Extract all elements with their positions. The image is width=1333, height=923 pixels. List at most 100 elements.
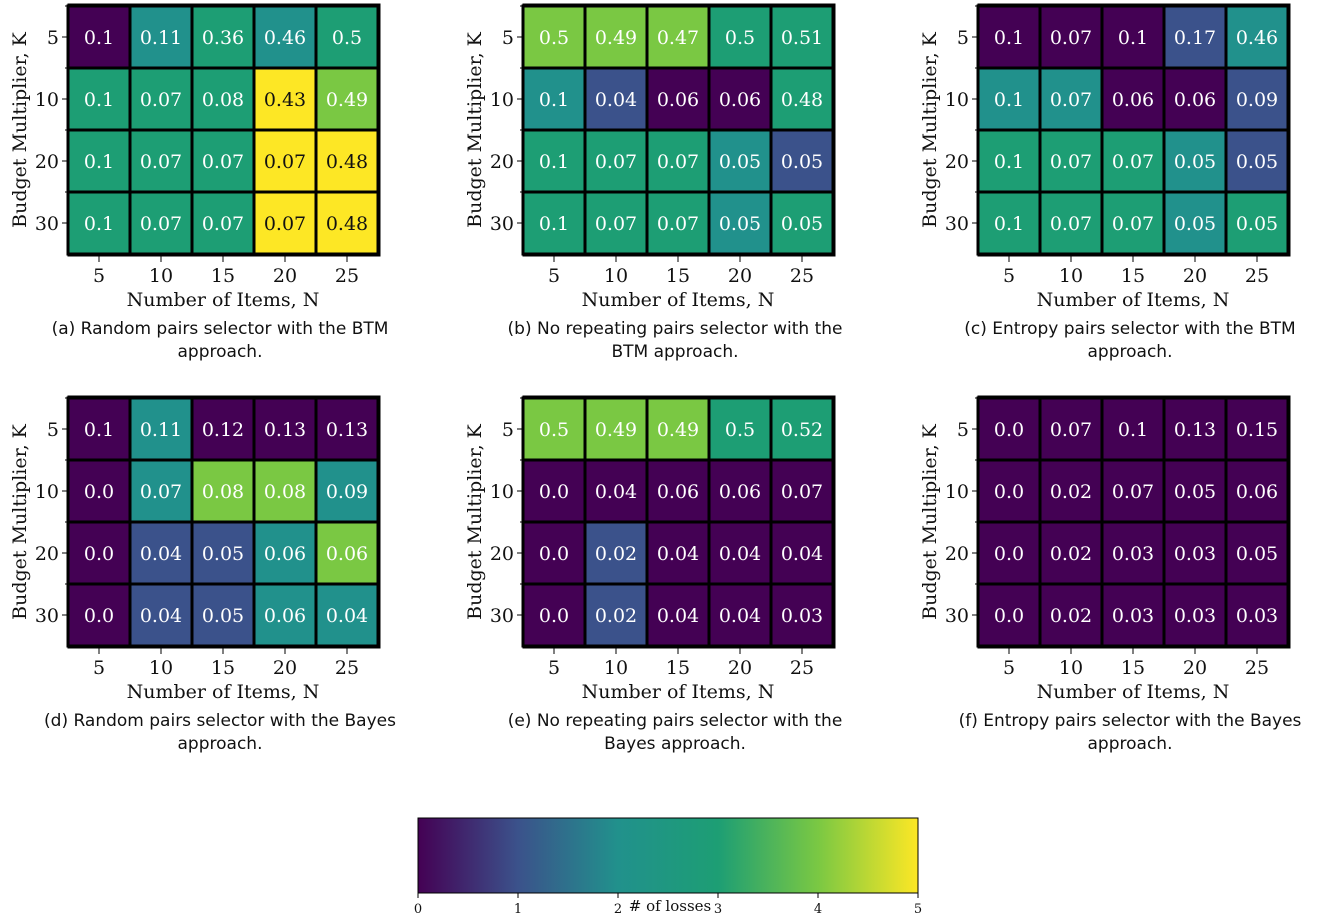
panel-caption: (a) Random pairs selector with the BTM ap… [0, 318, 440, 364]
cell-value-label: 0.05 [719, 213, 761, 235]
heatmap-cell [314, 520, 380, 586]
cell-value-label: 0.49 [326, 89, 368, 111]
caption-line: approach. [1087, 342, 1173, 362]
y-axis-label: Budget Multiplier, K [919, 31, 941, 228]
y-tick-label: 20 [35, 543, 59, 565]
heatmap-cell [1162, 458, 1228, 524]
y-tick-label: 10 [945, 481, 969, 503]
x-axis-label: Number of Items, N [127, 289, 320, 311]
heatmap-cell [314, 458, 380, 524]
panel-caption: (f) Entropy pairs selector with the Baye… [910, 710, 1333, 756]
cell-value-label: 0.03 [1174, 543, 1216, 565]
cell-value-label: 0.05 [1174, 151, 1216, 173]
heatmap-cell [769, 458, 835, 524]
colorbar-gradient [417, 817, 919, 894]
cell-value-label: 0.07 [595, 213, 637, 235]
x-tick-label: 10 [1059, 657, 1083, 679]
heatmap-panel-d: 0.1 0.11 0.12 0.13 0.13 0.0 0.07 0.08 0.08 0.09 0.… [0, 392, 440, 772]
cell-value-label: 0.07 [595, 151, 637, 173]
heatmap-cell [128, 128, 194, 194]
heatmap-cell [1224, 4, 1290, 70]
cell-value-label: 0.05 [1174, 213, 1216, 235]
y-tick-label: 5 [957, 419, 969, 441]
y-tick-label: 10 [945, 89, 969, 111]
cell-value-label: 0.11 [140, 27, 182, 49]
x-tick-label: 25 [790, 265, 814, 287]
colorbar: 0 1 2 3 4 5 # of losses [400, 810, 940, 918]
heatmap-cell [1100, 520, 1166, 586]
cell-value-label: 0.04 [140, 605, 182, 627]
cell-value-label: 0.0 [994, 543, 1024, 565]
y-tick-label: 20 [490, 543, 514, 565]
heatmap-svg: 0.5 0.49 0.49 0.5 0.52 0.0 0.04 0.06 0.06 0.07 0.0… [464, 395, 836, 703]
x-tick-label: 25 [1245, 265, 1269, 287]
heatmap-cell [1100, 396, 1166, 462]
x-tick-label: 15 [666, 657, 690, 679]
heatmap-svg: 0.1 0.07 0.1 0.17 0.46 0.1 0.07 0.06 0.06 0.09 0.1… [919, 3, 1291, 311]
y-tick-label: 30 [35, 213, 59, 235]
heatmap-cell [976, 190, 1042, 256]
colorbar-tick-label: 5 [914, 902, 922, 917]
y-axis-label: Budget Multiplier, K [9, 31, 31, 228]
y-tick-label: 20 [945, 151, 969, 173]
y-tick-label: 10 [490, 89, 514, 111]
cell-value-label: 0.48 [326, 151, 368, 173]
heatmap-cell [769, 582, 835, 648]
cell-value-label: 0.52 [781, 419, 823, 441]
x-tick-label: 10 [149, 657, 173, 679]
heatmap-cell [66, 190, 132, 256]
cell-value-label: 0.06 [719, 89, 761, 111]
cell-value-label: 0.02 [1050, 543, 1092, 565]
cell-value-label: 0.07 [1050, 419, 1092, 441]
cell-value-label: 0.04 [719, 605, 761, 627]
cell-value-label: 0.04 [781, 543, 823, 565]
heatmap-cell [252, 582, 318, 648]
cell-value-label: 0.1 [994, 213, 1024, 235]
heatmap-cell [66, 128, 132, 194]
cell-value-label: 0.03 [1236, 605, 1278, 627]
cell-value-label: 0.17 [1174, 27, 1216, 49]
caption-line: BTM approach. [611, 342, 739, 362]
panel-caption: (c) Entropy pairs selector with the BTM a… [910, 318, 1333, 364]
y-tick-label: 5 [502, 419, 514, 441]
colorbar-graphic: 0 1 2 3 4 5 [414, 817, 922, 917]
cell-value-label: 0.08 [264, 481, 306, 503]
cell-value-label: 0.5 [539, 27, 569, 49]
cell-value-label: 0.02 [1050, 481, 1092, 503]
x-tick-label: 15 [666, 265, 690, 287]
cell-value-label: 0.07 [1050, 213, 1092, 235]
cell-value-label: 0.03 [1112, 543, 1154, 565]
x-tick-label: 20 [273, 657, 297, 679]
x-tick-label: 15 [211, 657, 235, 679]
heatmap-svg: 0.0 0.07 0.1 0.13 0.150.0 0.02 0.07 0.05 0.060.0… [919, 395, 1291, 703]
cell-value-label: 0.07 [140, 213, 182, 235]
heatmap-cell [1038, 128, 1104, 194]
heatmap-cell [645, 396, 711, 462]
cell-value-label: 0.1 [84, 213, 114, 235]
heatmap-cell [769, 66, 835, 132]
cell-value-label: 0.1 [84, 89, 114, 111]
panel-caption: (e) No repeating pairs selector with the… [455, 710, 895, 756]
cell-value-label: 0.05 [1236, 213, 1278, 235]
caption-line: (e) No repeating pairs selector with the [507, 711, 843, 731]
y-tick-label: 30 [945, 213, 969, 235]
heatmap-cell [976, 396, 1042, 462]
caption-line: (d) Random pairs selector with the Bayes [44, 711, 396, 731]
cell-value-label: 0.5 [332, 27, 362, 49]
cell-value-label: 0.09 [326, 481, 368, 503]
x-tick-label: 15 [1121, 265, 1145, 287]
cell-value-label: 0.03 [1174, 605, 1216, 627]
cell-value-label: 0.04 [657, 543, 699, 565]
heatmap-cell [128, 458, 194, 524]
cell-value-label: 0.07 [1050, 89, 1092, 111]
cell-value-label: 0.03 [781, 605, 823, 627]
x-axis-label: Number of Items, N [1037, 681, 1230, 703]
heatmap-cell [252, 396, 318, 462]
cell-value-label: 0.1 [84, 419, 114, 441]
cell-value-label: 0.07 [264, 213, 306, 235]
cell-value-label: 0.0 [994, 481, 1024, 503]
heatmap-cell [1038, 582, 1104, 648]
colorbar-tick-label: 4 [814, 902, 822, 917]
cell-value-label: 0.06 [326, 543, 368, 565]
heatmap-cell [769, 4, 835, 70]
